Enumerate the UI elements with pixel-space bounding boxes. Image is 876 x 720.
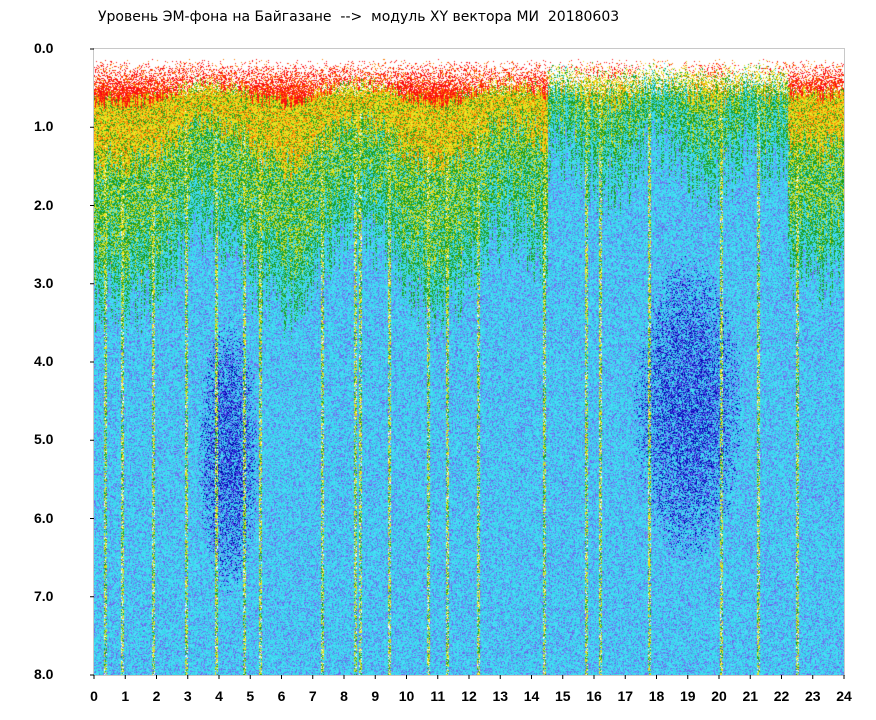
x-tick-label: 11 [430, 688, 446, 704]
x-tick-label: 4 [215, 688, 223, 704]
y-tick-label: 8.0 [34, 666, 54, 682]
chart-title: Уровень ЭМ-фона на Байгазане --> модуль … [98, 9, 620, 25]
x-tick-label: 10 [398, 688, 415, 704]
y-tick-label: 4.0 [34, 353, 54, 369]
x-tick-label: 3 [183, 688, 192, 704]
x-tick-label: 19 [679, 688, 696, 704]
y-tick-label: 1.0 [34, 118, 54, 135]
x-tick-label: 5 [246, 688, 255, 704]
x-tick-label: 7 [308, 688, 317, 704]
x-tick-label: 20 [711, 688, 727, 704]
x-tick-label: 15 [554, 688, 571, 704]
x-tick-label: 2 [152, 688, 161, 704]
x-tick-label: 8 [340, 688, 348, 704]
y-tick-label: 5.0 [34, 431, 54, 448]
x-tick-label: 14 [523, 688, 540, 704]
y-tick-label: 0.0 [34, 40, 54, 56]
spectrogram-heatmap [94, 49, 844, 675]
x-tick-label: 13 [492, 688, 509, 704]
x-tick-label: 18 [648, 688, 665, 704]
x-tick-label: 24 [836, 688, 852, 704]
x-tick-label: 6 [277, 688, 286, 704]
y-tick-label: 2.0 [34, 196, 54, 213]
y-tick-label: 3.0 [34, 274, 54, 291]
x-tick-label: 12 [461, 688, 477, 704]
x-tick-label: 16 [586, 688, 602, 704]
x-tick-label: 23 [804, 688, 821, 704]
x-tick-label: 9 [371, 688, 380, 704]
x-tick-label: 0 [90, 688, 98, 704]
x-tick-label: 21 [742, 688, 759, 704]
x-tick-label: 17 [617, 688, 634, 704]
y-tick-label: 7.0 [34, 587, 54, 604]
x-tick-label: 22 [773, 688, 790, 704]
x-tick-label: 1 [121, 688, 130, 704]
y-tick-label: 6.0 [34, 509, 54, 526]
